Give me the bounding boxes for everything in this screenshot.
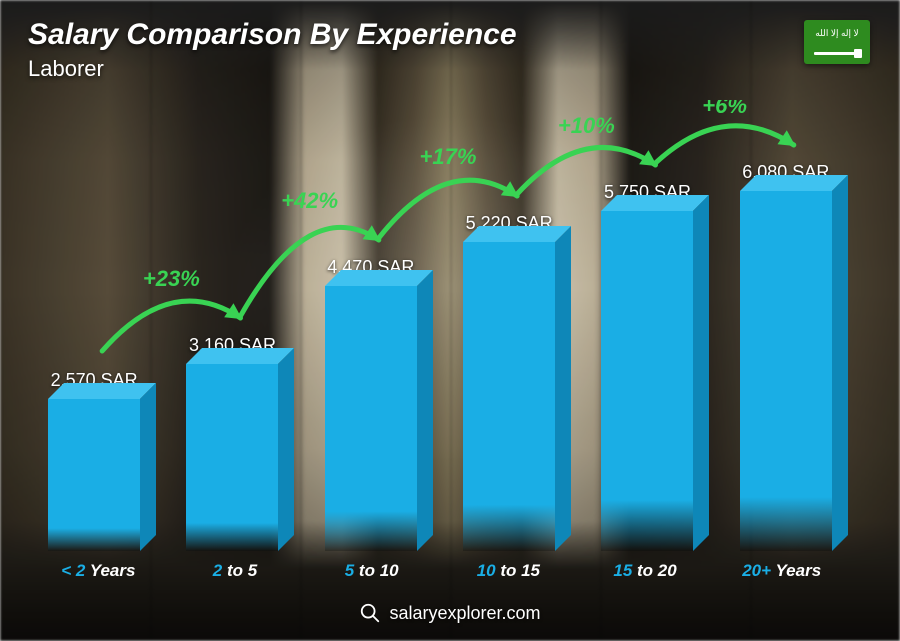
bar-face-right	[832, 175, 848, 551]
bar-face-right	[140, 383, 156, 551]
x-axis: < 2 Years2 to 55 to 1010 to 1515 to 2020…	[30, 561, 850, 581]
country-flag-icon: لا إله إلا الله	[804, 20, 870, 64]
bar-face-top	[186, 348, 294, 364]
bar	[463, 242, 555, 551]
bars-container: 2,570 SAR3,160 SAR4,470 SAR5,220 SAR5,75…	[30, 100, 850, 551]
bar-face-top	[740, 175, 848, 191]
bar-face-front	[601, 211, 693, 551]
x-axis-label: 15 to 20	[577, 561, 714, 581]
bar-face-right	[555, 226, 571, 551]
bar-face-top	[463, 226, 571, 242]
magnifier-icon	[359, 602, 381, 624]
bar	[325, 286, 417, 551]
bar	[601, 211, 693, 551]
bar	[740, 191, 832, 551]
bar-column: 4,470 SAR	[307, 257, 435, 551]
x-axis-label: 5 to 10	[303, 561, 440, 581]
flag-sword	[814, 52, 860, 55]
bar-face-front	[463, 242, 555, 551]
bar-face-right	[417, 270, 433, 551]
x-axis-label: 20+ Years	[713, 561, 850, 581]
bar-column: 5,220 SAR	[445, 213, 573, 551]
bar-column: 6,080 SAR	[722, 162, 850, 551]
x-axis-label: < 2 Years	[30, 561, 167, 581]
bar-column: 2,570 SAR	[30, 370, 158, 551]
bar-face-right	[278, 348, 294, 551]
bar-column: 3,160 SAR	[168, 335, 296, 551]
bar	[48, 399, 140, 551]
salary-bar-chart: 2,570 SAR3,160 SAR4,470 SAR5,220 SAR5,75…	[30, 100, 850, 581]
bar-face-front	[325, 286, 417, 551]
bar-face-front	[740, 191, 832, 551]
bar-face-top	[48, 383, 156, 399]
bar-face-top	[601, 195, 709, 211]
page-title: Salary Comparison By Experience	[28, 18, 517, 52]
footer-text: salaryexplorer.com	[389, 603, 540, 624]
x-axis-label: 10 to 15	[440, 561, 577, 581]
header: Salary Comparison By Experience Laborer	[28, 18, 517, 82]
bar-face-top	[325, 270, 433, 286]
flag-script: لا إله إلا الله	[815, 28, 858, 39]
x-axis-label: 2 to 5	[167, 561, 304, 581]
footer: salaryexplorer.com	[0, 602, 900, 629]
bar-column: 5,750 SAR	[583, 182, 711, 551]
brand: salaryexplorer.com	[359, 602, 540, 624]
bar-face-front	[48, 399, 140, 551]
bar	[186, 364, 278, 551]
page-subtitle: Laborer	[28, 56, 517, 82]
bar-face-right	[693, 195, 709, 551]
bar-face-front	[186, 364, 278, 551]
